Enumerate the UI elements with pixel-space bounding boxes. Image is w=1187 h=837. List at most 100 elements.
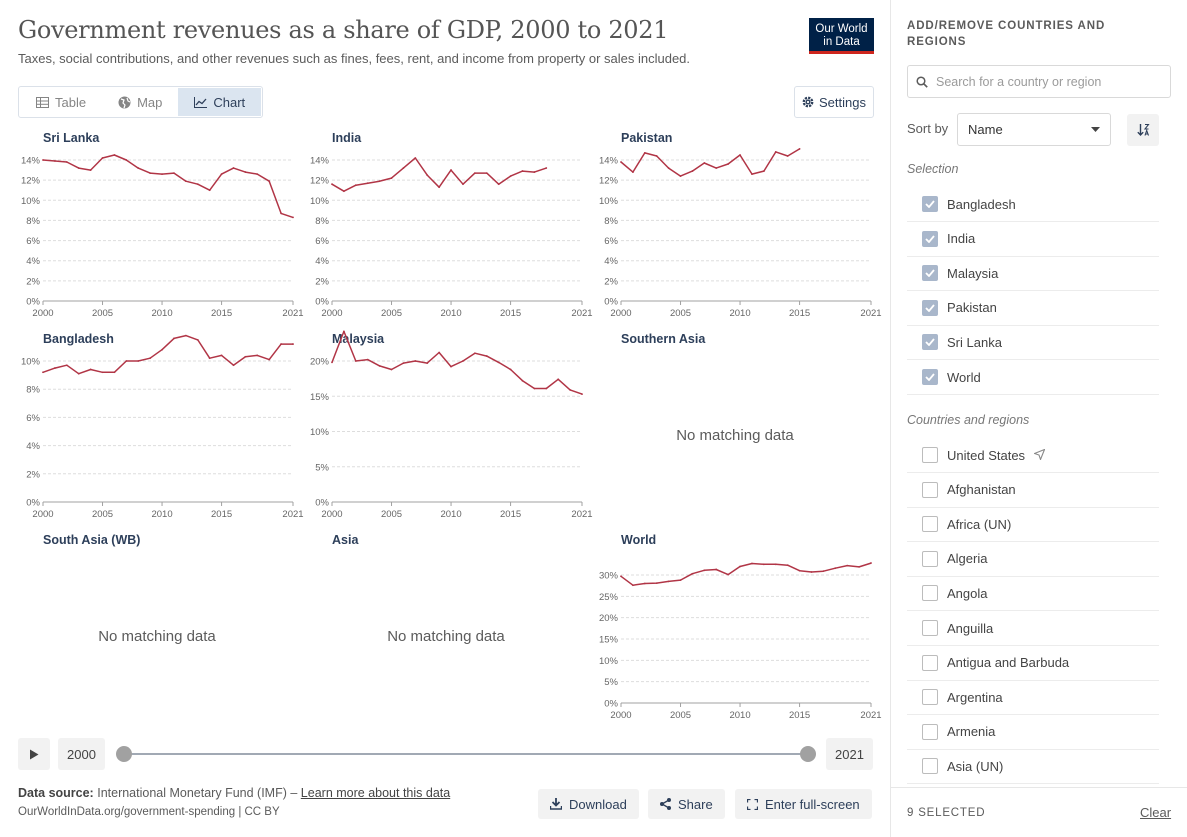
data-point[interactable]	[354, 360, 357, 362]
data-point[interactable]	[113, 154, 116, 156]
data-point[interactable]	[331, 361, 333, 364]
series-line[interactable]	[331, 330, 583, 395]
data-point[interactable]	[208, 189, 211, 192]
checkbox-checked[interactable]	[922, 369, 938, 385]
data-point[interactable]	[703, 569, 706, 572]
data-point[interactable]	[89, 368, 92, 371]
data-point[interactable]	[196, 183, 199, 186]
share-button[interactable]: Share	[648, 789, 725, 819]
series-line[interactable]	[42, 334, 293, 375]
data-point[interactable]	[65, 161, 68, 163]
data-point[interactable]	[220, 354, 223, 357]
fullscreen-button[interactable]: Enter full-screen	[735, 789, 872, 819]
download-button[interactable]: Download	[538, 789, 639, 819]
data-point[interactable]	[810, 571, 813, 573]
data-point[interactable]	[137, 167, 140, 169]
data-point[interactable]	[473, 352, 476, 355]
country-item[interactable]: Africa (UN)	[907, 507, 1159, 543]
data-point[interactable]	[354, 184, 357, 187]
data-point[interactable]	[581, 393, 583, 396]
country-item[interactable]: Asia (UN)	[907, 749, 1159, 785]
data-point[interactable]	[739, 565, 741, 568]
data-point[interactable]	[378, 180, 381, 183]
series-line[interactable]	[331, 157, 547, 192]
series-line[interactable]	[42, 154, 294, 219]
checkbox-checked[interactable]	[922, 299, 938, 316]
series-line[interactable]	[620, 148, 800, 177]
country-item[interactable]: Algeria	[907, 542, 1159, 577]
data-point[interactable]	[232, 364, 235, 367]
data-point[interactable]	[715, 568, 718, 571]
data-point[interactable]	[343, 190, 345, 193]
data-point[interactable]	[42, 159, 44, 161]
data-point[interactable]	[149, 357, 152, 360]
data-point[interactable]	[485, 355, 488, 357]
data-point[interactable]	[509, 368, 512, 371]
country-item[interactable]: United States	[907, 438, 1159, 473]
timeline-start-handle[interactable]	[116, 746, 132, 762]
data-point[interactable]	[643, 582, 646, 585]
data-point[interactable]	[846, 564, 849, 567]
data-point[interactable]	[292, 216, 294, 219]
tab-table[interactable]: Table	[20, 88, 102, 116]
data-point[interactable]	[232, 167, 235, 169]
selected-item[interactable]: Sri Lanka	[907, 325, 1159, 361]
data-point[interactable]	[438, 351, 441, 354]
data-point[interactable]	[786, 564, 789, 567]
data-point[interactable]	[632, 171, 634, 173]
selected-item[interactable]: India	[907, 222, 1159, 257]
data-point[interactable]	[727, 163, 730, 165]
data-point[interactable]	[426, 362, 429, 365]
data-point[interactable]	[521, 379, 524, 382]
data-point[interactable]	[77, 372, 80, 375]
checkbox[interactable]	[922, 516, 938, 533]
data-point[interactable]	[691, 170, 694, 172]
data-point[interactable]	[739, 154, 741, 156]
data-point[interactable]	[557, 378, 560, 381]
data-point[interactable]	[89, 169, 92, 171]
selected-item[interactable]: Pakistan	[907, 291, 1159, 326]
play-button[interactable]	[18, 738, 50, 770]
data-point[interactable]	[715, 167, 718, 169]
data-point[interactable]	[569, 389, 571, 391]
data-point[interactable]	[149, 172, 152, 174]
data-point[interactable]	[244, 171, 247, 173]
data-point[interactable]	[343, 330, 345, 333]
data-point[interactable]	[751, 562, 753, 565]
data-point[interactable]	[620, 161, 622, 163]
selected-item[interactable]: World	[907, 360, 1159, 395]
country-item[interactable]: Armenia	[907, 715, 1159, 750]
data-point[interactable]	[366, 358, 369, 361]
data-point[interactable]	[125, 360, 128, 362]
data-point[interactable]	[390, 177, 393, 180]
learn-more-link[interactable]: Learn more about this data	[300, 786, 451, 800]
checkbox[interactable]	[922, 758, 938, 775]
data-point[interactable]	[485, 172, 488, 174]
timeline-start-year[interactable]: 2000	[58, 738, 105, 770]
data-point[interactable]	[473, 172, 476, 174]
data-point[interactable]	[450, 169, 452, 171]
data-point[interactable]	[691, 572, 694, 575]
settings-button[interactable]: Settings	[794, 86, 874, 118]
data-point[interactable]	[268, 358, 271, 361]
data-point[interactable]	[521, 170, 524, 172]
checkbox-checked[interactable]	[922, 196, 938, 212]
checkbox[interactable]	[922, 585, 938, 602]
data-point[interactable]	[655, 155, 658, 157]
data-point[interactable]	[822, 570, 825, 573]
tab-chart[interactable]: Chart	[178, 88, 262, 116]
timeline-end-year[interactable]: 2021	[826, 738, 873, 770]
data-point[interactable]	[655, 582, 658, 585]
data-point[interactable]	[208, 357, 211, 360]
checkbox[interactable]	[922, 620, 938, 636]
data-point[interactable]	[414, 157, 417, 159]
data-point[interactable]	[533, 171, 536, 173]
data-point[interactable]	[643, 152, 646, 154]
data-point[interactable]	[402, 167, 405, 169]
data-point[interactable]	[220, 173, 223, 175]
checkbox[interactable]	[922, 447, 938, 463]
data-point[interactable]	[125, 159, 128, 161]
data-point[interactable]	[101, 157, 104, 159]
country-item[interactable]: Angola	[907, 576, 1159, 612]
data-point[interactable]	[184, 180, 187, 183]
